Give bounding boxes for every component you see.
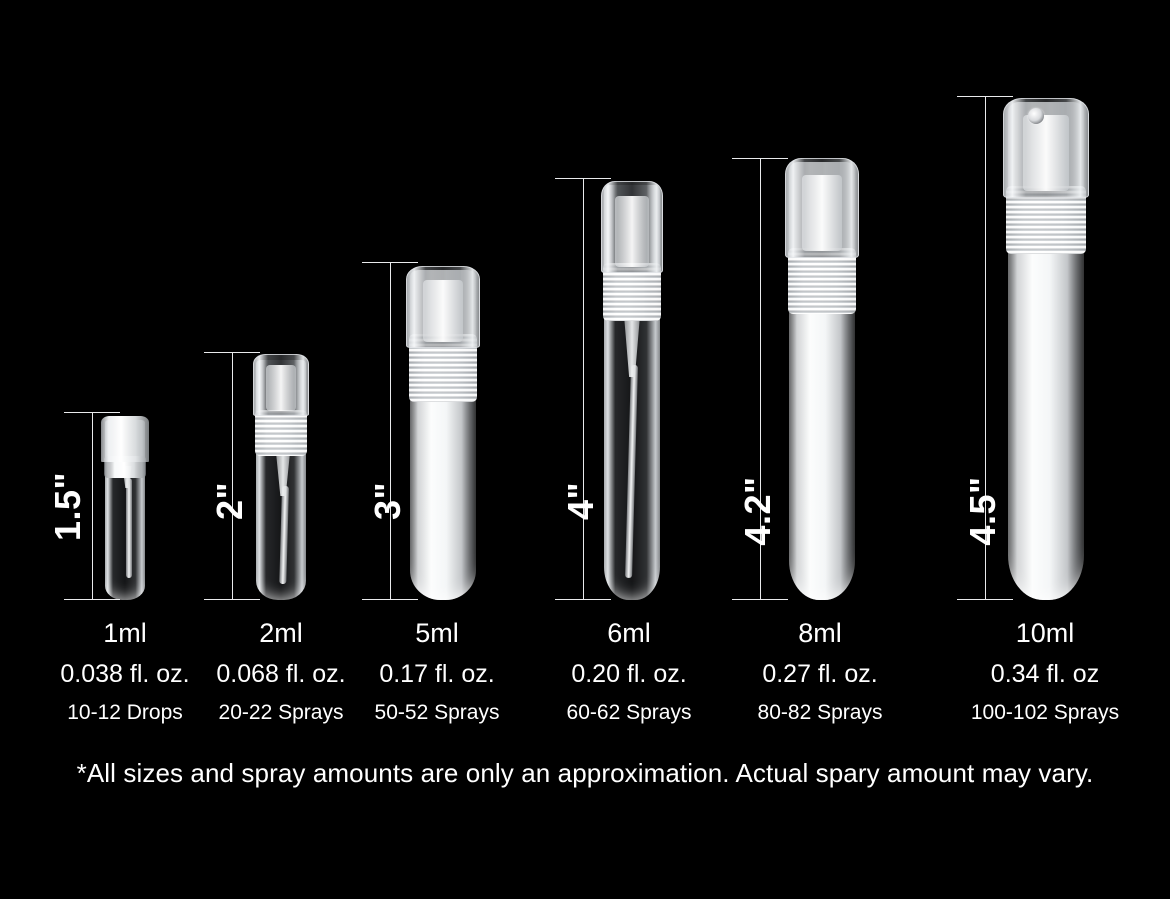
bottle-collar	[255, 410, 307, 456]
label-block-6ml: 6ml 0.20 fl. oz. 60-62 Sprays	[519, 618, 739, 738]
dimension-line-1ml	[64, 412, 120, 600]
cap-inner-stem	[614, 196, 650, 267]
bottle-collar	[787, 248, 857, 314]
bottle-cap	[1003, 98, 1089, 198]
spray-nozzle-icon	[1027, 107, 1044, 124]
bottle-5ml	[406, 266, 480, 600]
bottle-column-6ml	[600, 181, 664, 600]
volume-label: 10ml	[1015, 618, 1075, 648]
bottle-cap	[600, 181, 664, 273]
volume-label: 6ml	[607, 618, 651, 648]
bottle-8ml	[785, 158, 859, 600]
bottle-column-5ml	[406, 266, 480, 600]
cap-inner-stem	[1022, 114, 1070, 192]
sprays-label: 50-52 Sprays	[374, 701, 500, 724]
cap-inner-stem	[801, 174, 843, 252]
dimension-line-10ml	[957, 96, 1013, 600]
dimension-label-6ml: 4"	[560, 481, 601, 521]
sprays-label: 60-62 Sprays	[566, 701, 692, 724]
fl-oz-label: 0.20 fl. oz.	[571, 660, 687, 688]
dimension-label-2ml: 2"	[209, 481, 250, 521]
dimension-line-8ml	[732, 158, 788, 600]
bottle-cap	[253, 354, 309, 416]
cap-inner-stem	[422, 279, 464, 343]
bottle-2ml	[253, 354, 309, 600]
bottle-10ml	[1003, 98, 1089, 600]
label-block-8ml: 8ml 0.27 fl. oz. 80-82 Sprays	[710, 618, 930, 738]
label-block-5ml: 5ml 0.17 fl. oz. 50-52 Sprays	[327, 618, 547, 738]
bottle-cap	[785, 158, 859, 258]
dimension-label-5ml: 3"	[367, 481, 408, 521]
dimension-line-5ml	[362, 262, 418, 600]
volume-label: 2ml	[259, 618, 303, 648]
bottle-1ml	[101, 416, 149, 600]
label-block-2ml: 2ml 0.068 fl. oz. 20-22 Sprays	[171, 618, 391, 738]
fl-oz-label: 0.34 fl. oz	[990, 660, 1100, 688]
cap-inner-stem	[265, 364, 297, 412]
dip-tube-cone	[624, 319, 640, 377]
approximation-footnote: *All sizes and spray amounts are only an…	[76, 758, 1094, 788]
label-block-10ml: 10ml 0.34 fl. oz 100-102 Sprays	[930, 618, 1160, 738]
fl-oz-label: 0.27 fl. oz.	[762, 660, 878, 688]
dip-tube-cone	[275, 452, 291, 496]
bottle-column-8ml	[785, 158, 859, 600]
sprays-label: 100-102 Sprays	[970, 701, 1120, 724]
bottle-6ml	[600, 181, 664, 600]
fl-oz-label: 0.068 fl. oz.	[216, 660, 346, 688]
volume-label: 5ml	[415, 618, 459, 648]
bottle-cap	[101, 416, 149, 462]
bottle-column-10ml	[1003, 98, 1089, 600]
fl-oz-label: 0.038 fl. oz.	[60, 660, 190, 688]
dimension-label-10ml: 4.5"	[962, 476, 1003, 546]
dip-tube	[125, 478, 132, 578]
label-block-1ml: 1ml 0.038 fl. oz. 10-12 Drops	[15, 618, 235, 738]
volume-label: 8ml	[798, 618, 842, 648]
bottle-cap	[406, 266, 480, 348]
dimension-line-6ml	[555, 178, 611, 600]
dimension-line-2ml	[204, 352, 260, 600]
sprays-label: 10-12 Drops	[67, 701, 183, 724]
dimension-label-8ml: 4.2"	[737, 476, 778, 546]
dimension-label-1ml: 1.5"	[47, 471, 88, 541]
volume-label: 1ml	[103, 618, 147, 648]
sprays-label: 80-82 Sprays	[757, 701, 883, 724]
sprays-label: 20-22 Sprays	[218, 701, 344, 724]
fl-oz-label: 0.17 fl. oz.	[379, 660, 495, 688]
bottle-column-2ml	[253, 354, 309, 600]
bottle-column-1ml	[101, 416, 149, 600]
